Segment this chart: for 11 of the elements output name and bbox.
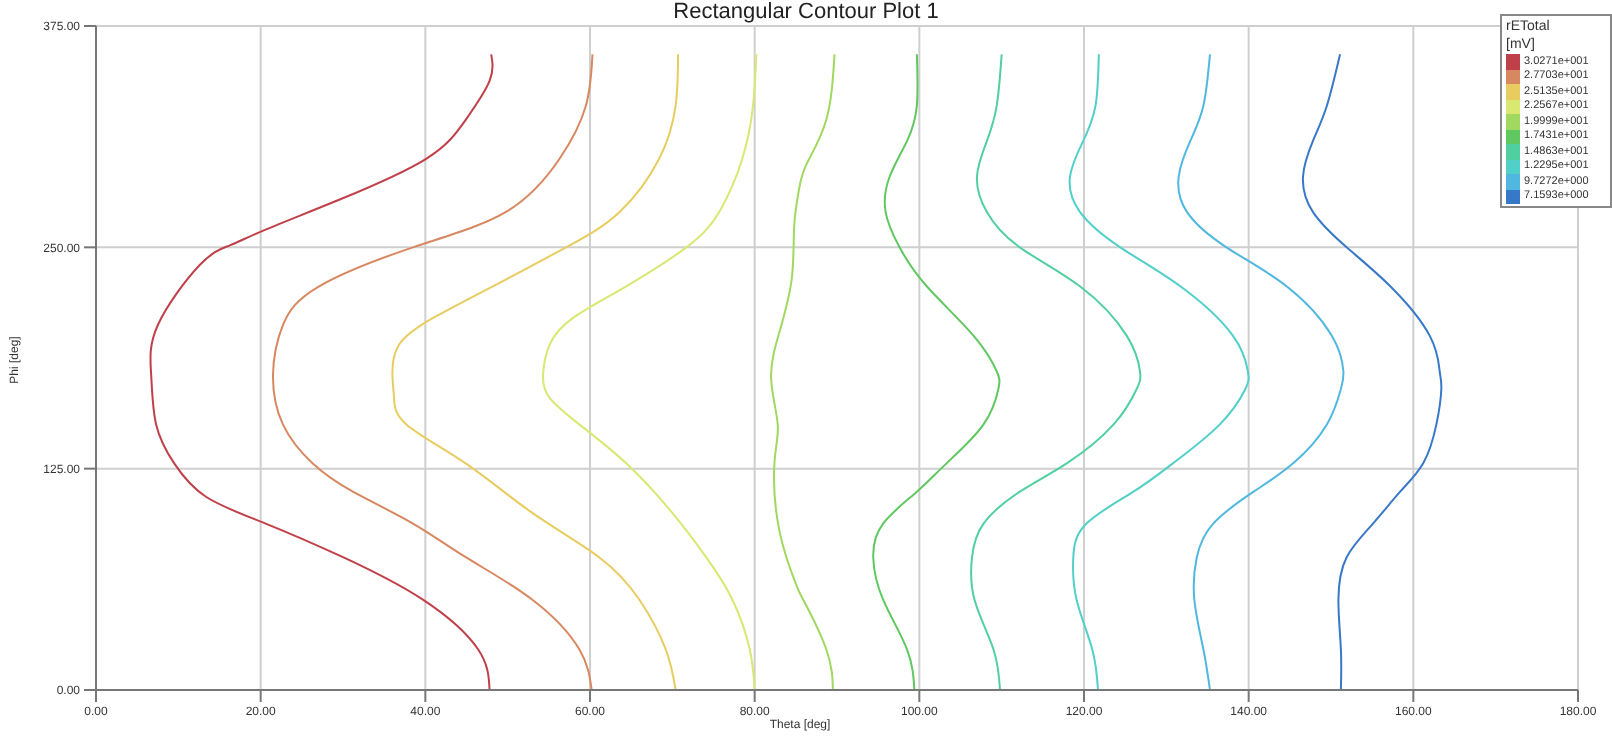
line-series: [391, 53, 680, 690]
line-series: [770, 53, 836, 690]
line-series: [272, 53, 594, 690]
line-series: [970, 53, 1142, 690]
line-series: [149, 53, 494, 690]
line-series: [1301, 53, 1443, 690]
line-series: [872, 53, 1001, 690]
chart-title: Rectangular Contour Plot 1: [673, 0, 939, 24]
line-series: [1177, 53, 1345, 690]
line-series: [1068, 53, 1250, 690]
line-series: [542, 53, 758, 690]
